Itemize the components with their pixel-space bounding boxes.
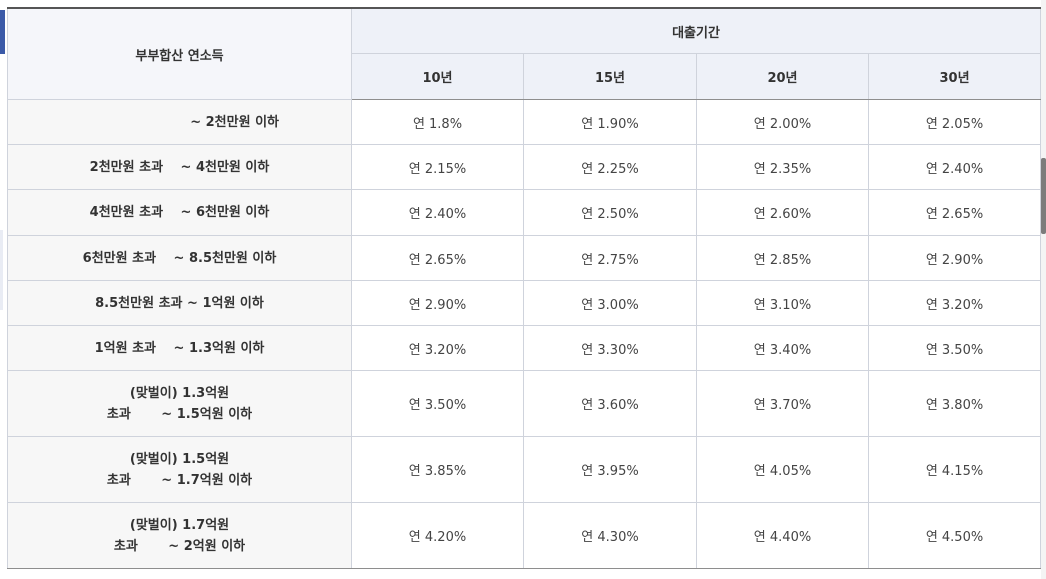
income-range-label: 초과 ~ 1.7억원 이하: [106, 472, 253, 488]
rate-cell: 연 2.65%: [351, 235, 524, 281]
rate-cell: 연 3.80%: [867, 370, 1042, 437]
rate-cell: 연 3.70%: [696, 370, 869, 437]
table-row: 1억원 초과 ~ 1.3억원 이하 연 3.20% 연 3.30% 연 3.40…: [7, 325, 1042, 371]
income-range-label: ~ 2천만원 이하: [190, 114, 279, 130]
table-row: (맞벌이) 1.3억원 초과 ~ 1.5억원 이하 연 3.50% 연 3.60…: [7, 370, 1042, 437]
rate-cell: 연 2.90%: [867, 235, 1042, 281]
rate-cell: 연 2.05%: [867, 99, 1042, 145]
rate-cell: 연 2.35%: [696, 144, 869, 190]
rate-cell: 연 4.50%: [867, 502, 1042, 569]
rate-cell: 연 1.8%: [351, 99, 524, 145]
rate-cell: 연 4.40%: [696, 502, 869, 569]
income-range-cell: (맞벌이) 1.7억원 초과 ~ 2억원 이하: [7, 502, 352, 569]
table-row: (맞벌이) 1.7억원 초과 ~ 2억원 이하 연 4.20% 연 4.30% …: [7, 502, 1042, 569]
rate-cell: 연 4.05%: [696, 436, 869, 503]
period-column-header: 30년: [867, 53, 1042, 100]
rate-cell: 연 3.40%: [696, 325, 869, 371]
rate-cell: 연 2.15%: [351, 144, 524, 190]
income-range-label: 8.5천만원 초과 ~ 1억원 이하: [95, 295, 264, 311]
rate-cell: 연 2.75%: [523, 235, 697, 281]
income-range-label: 1억원 초과 ~ 1.3억원 이하: [94, 340, 265, 356]
income-range-label: 2천만원 초과 ~ 4천만원 이하: [89, 159, 270, 175]
period-column-header: 15년: [523, 53, 697, 100]
rate-cell: 연 3.20%: [351, 325, 524, 371]
income-column-header: 부부합산 연소득: [7, 7, 352, 100]
period-column-header: 20년: [696, 53, 869, 100]
rate-cell: 연 3.00%: [523, 280, 697, 326]
loan-period-header: 대출기간: [350, 7, 1042, 54]
rate-cell: 연 4.20%: [351, 502, 524, 569]
table-row: 4천만원 초과 ~ 6천만원 이하 연 2.40% 연 2.50% 연 2.60…: [7, 189, 1042, 236]
income-range-cell: 1억원 초과 ~ 1.3억원 이하: [7, 325, 352, 371]
rate-cell: 연 2.85%: [696, 235, 869, 281]
income-range-label: (맞벌이) 1.3억원: [129, 385, 230, 401]
table-row: (맞벌이) 1.5억원 초과 ~ 1.7억원 이하 연 3.85% 연 3.95…: [7, 436, 1042, 503]
rate-cell: 연 2.90%: [351, 280, 524, 326]
table-row: 8.5천만원 초과 ~ 1억원 이하 연 2.90% 연 3.00% 연 3.1…: [7, 280, 1042, 326]
income-range-cell: 6천만원 초과 ~ 8.5천만원 이하: [7, 235, 352, 281]
table-subheader-row: 10년 15년 20년 30년: [8, 53, 1042, 100]
income-range-label: (맞벌이) 1.5억원: [129, 451, 230, 467]
rate-cell: 연 2.25%: [523, 144, 697, 190]
page-edge-panel: [0, 230, 3, 310]
table-row: ~ 2천만원 이하 연 1.8% 연 1.90% 연 2.00% 연 2.05%: [7, 99, 1042, 145]
rate-cell: 연 2.65%: [867, 189, 1042, 236]
rate-cell: 연 3.50%: [867, 325, 1042, 371]
income-range-label: 6천만원 초과 ~ 8.5천만원 이하: [82, 250, 277, 266]
rate-cell: 연 3.10%: [696, 280, 869, 326]
income-range-label: 초과 ~ 2억원 이하: [113, 538, 246, 554]
vertical-scrollbar[interactable]: [1041, 0, 1046, 579]
rate-cell: 연 2.60%: [696, 189, 869, 236]
rate-cell: 연 4.15%: [867, 436, 1042, 503]
rate-cell: 연 3.95%: [523, 436, 697, 503]
rate-cell: 연 3.60%: [523, 370, 697, 437]
rate-cell: 연 3.20%: [867, 280, 1042, 326]
rate-cell: 연 2.40%: [351, 189, 524, 236]
income-range-cell: 4천만원 초과 ~ 6천만원 이하: [7, 189, 352, 236]
interest-rate-table: 부부합산 연소득 대출기간 10년 15년 20년 30년 ~ 2천만원 이하 …: [7, 7, 1042, 569]
period-column-header: 10년: [351, 53, 524, 100]
income-range-cell: 8.5천만원 초과 ~ 1억원 이하: [7, 280, 352, 326]
table-row: 6천만원 초과 ~ 8.5천만원 이하 연 2.65% 연 2.75% 연 2.…: [7, 235, 1042, 281]
table-row: 2천만원 초과 ~ 4천만원 이하 연 2.15% 연 2.25% 연 2.35…: [7, 144, 1042, 190]
rate-cell: 연 1.90%: [523, 99, 697, 145]
table-header-row: 부부합산 연소득 대출기간: [7, 7, 1042, 100]
rate-cell: 연 3.85%: [351, 436, 524, 503]
income-range-label: 초과 ~ 1.5억원 이하: [106, 406, 253, 422]
income-range-cell: 2천만원 초과 ~ 4천만원 이하: [7, 144, 352, 190]
income-range-cell: ~ 2천만원 이하: [7, 99, 352, 145]
rate-cell: 연 3.50%: [351, 370, 524, 437]
income-range-label: (맞벌이) 1.7억원: [129, 517, 230, 533]
rate-cell: 연 2.40%: [867, 144, 1042, 190]
income-range-label: 4천만원 초과 ~ 6천만원 이하: [89, 205, 270, 220]
page-edge-accent: [0, 10, 5, 54]
rate-cell: 연 3.30%: [523, 325, 697, 371]
rate-cell: 연 2.50%: [523, 189, 697, 236]
rate-cell: 연 4.30%: [523, 502, 697, 569]
rate-cell: 연 2.00%: [696, 99, 869, 145]
income-range-cell: (맞벌이) 1.5억원 초과 ~ 1.7억원 이하: [7, 436, 352, 503]
scrollbar-thumb[interactable]: [1041, 158, 1046, 234]
income-range-cell: (맞벌이) 1.3억원 초과 ~ 1.5억원 이하: [7, 370, 352, 437]
